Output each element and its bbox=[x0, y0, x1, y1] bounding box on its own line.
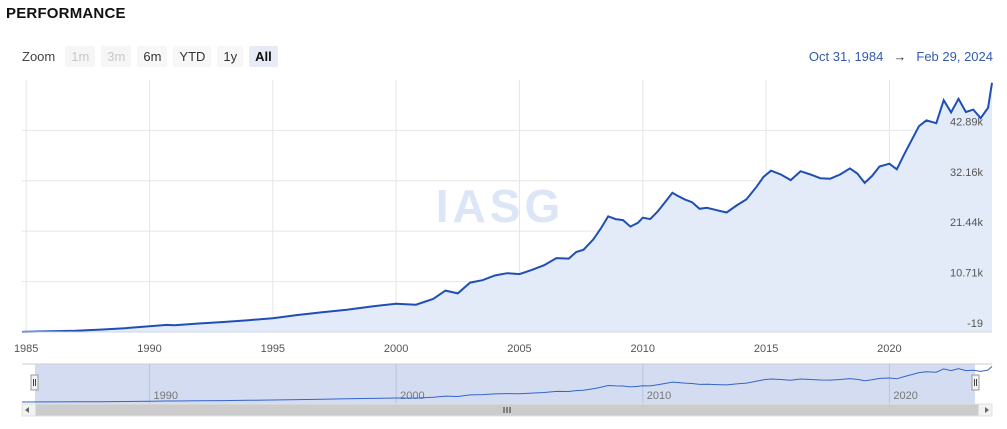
navigator-mask[interactable] bbox=[35, 364, 975, 404]
x-tick-label: 1990 bbox=[137, 343, 161, 355]
x-tick-label: 2000 bbox=[384, 343, 408, 355]
scrollbar[interactable] bbox=[21, 403, 993, 417]
navigator-tick-label: 1990 bbox=[154, 390, 178, 402]
x-axis-labels: 1985 1990 1995 2000 2005 2010 2015 2020 bbox=[14, 343, 902, 355]
zoom-label: Zoom bbox=[22, 49, 56, 64]
range-to-input[interactable]: Feb 29, 2024 bbox=[916, 49, 993, 64]
navigator-handle-left[interactable] bbox=[30, 374, 39, 391]
range-arrow: → bbox=[893, 49, 907, 64]
navigator-handle-right[interactable] bbox=[971, 374, 980, 391]
series-line bbox=[21, 82, 993, 333]
range-from-input[interactable]: Oct 31, 1984 bbox=[808, 49, 884, 64]
series-area bbox=[22, 82, 992, 332]
x-tick-label: 2010 bbox=[631, 343, 655, 355]
navigator-tick-label: 2020 bbox=[893, 390, 917, 402]
date-range: Oct 31, 1984 → Feb 29, 2024 bbox=[809, 49, 993, 64]
zoom-ytd-button[interactable]: YTD bbox=[173, 46, 212, 67]
y-tick-label: 32.16k bbox=[950, 167, 984, 179]
y-tick-label: -19 bbox=[967, 318, 983, 330]
page-title: PERFORMANCE bbox=[6, 5, 126, 22]
navigator-series-line bbox=[21, 366, 993, 403]
navigator-tick-label: 2000 bbox=[400, 390, 424, 402]
zoom-1m-button[interactable]: 1m bbox=[65, 46, 96, 67]
x-tick-label: 1995 bbox=[261, 343, 285, 355]
grid-lines bbox=[22, 80, 992, 333]
zoom-1y-button[interactable]: 1y bbox=[217, 46, 244, 67]
zoom-all-button[interactable]: All bbox=[249, 46, 278, 67]
x-tick-label: 2005 bbox=[507, 343, 531, 355]
scrollbar-right-arrow-icon[interactable] bbox=[985, 407, 989, 413]
x-tick-label: 2015 bbox=[754, 343, 778, 355]
y-tick-label: 21.44k bbox=[950, 217, 984, 229]
zoom-bar: Zoom 1m 3m 6m YTD 1y All bbox=[22, 46, 278, 67]
scrollbar-thumb[interactable] bbox=[35, 404, 979, 416]
x-tick-label: 2020 bbox=[877, 343, 901, 355]
navigator[interactable]: 1990 2000 2010 2020 bbox=[21, 363, 993, 405]
y-axis-labels: -19 10.71k 21.44k 32.16k 42.89k bbox=[950, 116, 984, 330]
x-tick-label: 1985 bbox=[14, 343, 38, 355]
scrollbar-left-arrow-icon[interactable] bbox=[25, 407, 29, 413]
navigator-tick-label: 2010 bbox=[647, 390, 671, 402]
y-tick-label: 42.89k bbox=[950, 116, 984, 128]
navigator-grid: 1990 2000 2010 2020 bbox=[149, 364, 918, 404]
zoom-6m-button[interactable]: 6m bbox=[137, 46, 168, 67]
zoom-3m-button[interactable]: 3m bbox=[101, 46, 132, 67]
watermark: IASG bbox=[436, 180, 564, 232]
scrollbar-track[interactable] bbox=[21, 403, 993, 417]
y-tick-label: 10.71k bbox=[950, 268, 984, 280]
